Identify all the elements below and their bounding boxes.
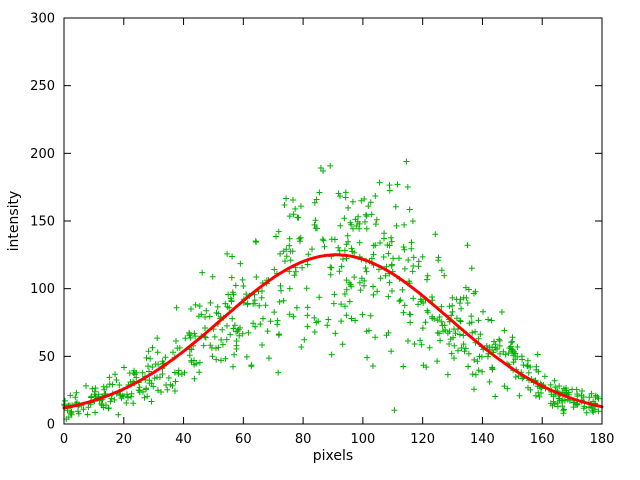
x-tick-label: 80 [295, 432, 312, 447]
scatter-points [61, 158, 602, 423]
x-tick-label: 140 [470, 432, 495, 447]
y-tick-label: 250 [30, 79, 55, 94]
x-tick-label: 40 [175, 432, 192, 447]
y-tick-label: 200 [30, 147, 55, 162]
x-tick-label: 100 [350, 432, 375, 447]
x-axis-label: pixels [312, 448, 354, 464]
y-tick-label: 50 [38, 350, 55, 365]
x-tick-label: 0 [60, 432, 68, 447]
y-axis-label: intensity [6, 190, 22, 252]
y-tick-label: 0 [47, 418, 55, 433]
x-tick-label: 120 [410, 432, 435, 447]
x-tick-label: 60 [235, 432, 252, 447]
fit-curve [62, 253, 604, 410]
plot-border [63, 17, 603, 425]
y-tick-label: 100 [30, 282, 55, 297]
x-tick-label: 160 [530, 432, 555, 447]
y-tick-label: 150 [30, 215, 55, 230]
x-tick-label: 180 [590, 432, 615, 447]
x-tick-label: 20 [116, 432, 133, 447]
y-tick-label: 300 [30, 12, 55, 27]
